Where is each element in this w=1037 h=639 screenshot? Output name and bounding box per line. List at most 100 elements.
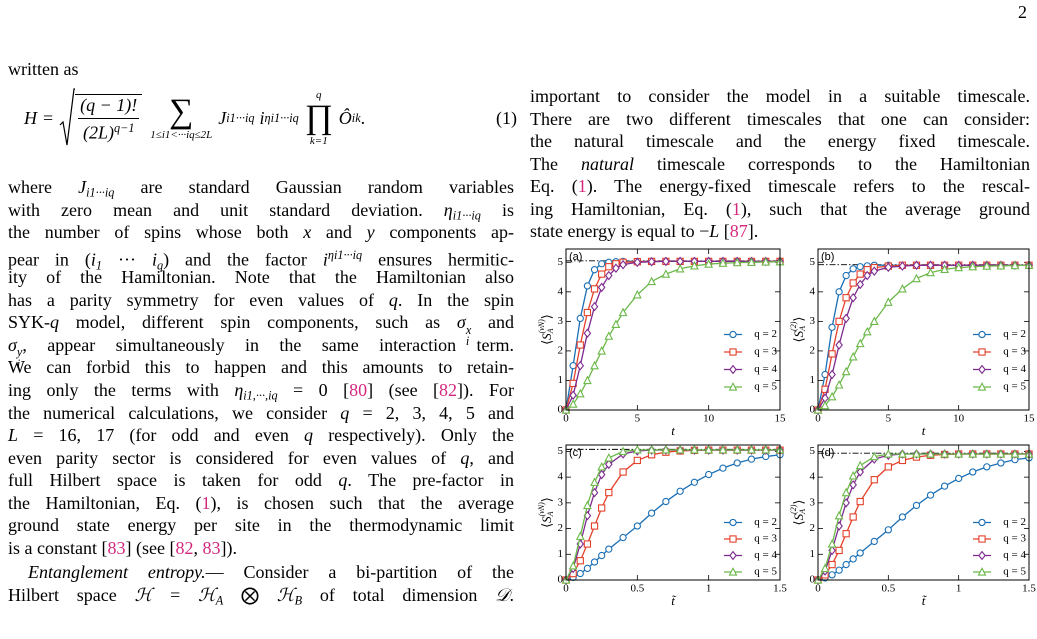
- subscript: A: [215, 593, 224, 608]
- text-run: is: [480, 199, 514, 220]
- y-label-base: S: [539, 333, 554, 340]
- y-label-close: ⟩: [539, 314, 554, 319]
- data-point: [849, 555, 857, 563]
- text-line: The natural timescale corresponds to the…: [530, 153, 1030, 175]
- data-point: [940, 264, 950, 274]
- math-text: i: [151, 249, 157, 270]
- data-point: [834, 510, 844, 520]
- sum-range: 1≤i1<···iq≤2L: [150, 129, 213, 141]
- text-run: ].: [747, 221, 759, 242]
- text-line: ing Hamiltonian, Eq. (1), such that the …: [530, 198, 1030, 220]
- x-tick-label: 1.5: [773, 583, 787, 595]
- legend-marker: [978, 550, 986, 561]
- text-run: with zero mean and unit standard deviati…: [8, 199, 444, 220]
- data-point: [590, 301, 599, 312]
- data-point: [856, 497, 864, 506]
- x-tick-label: 0.5: [630, 583, 644, 595]
- text-run: written as: [8, 59, 79, 79]
- text-run: and: [311, 222, 367, 243]
- text-line: ing only the terms with ηi1,···,iq = 0 […: [8, 379, 514, 403]
- text-run: ity of the Hamiltonian. Note that the Ha…: [8, 267, 514, 288]
- data-point: [996, 260, 1006, 270]
- data-point: [576, 360, 585, 371]
- math-text: J: [78, 177, 87, 197]
- y-tick-label: 5: [810, 445, 816, 457]
- data-point: [718, 444, 728, 454]
- y-label-open: ⟨: [539, 523, 554, 528]
- text-run: are standard Gaussian random variables: [114, 177, 514, 197]
- text-run: , and: [469, 447, 514, 468]
- y-label-close: ⟩: [791, 500, 806, 505]
- fraction: (q − 1)! (2L)q−1: [75, 95, 142, 144]
- x-tick-label: 15: [775, 413, 787, 425]
- data-point: [633, 456, 641, 465]
- eq-den-exp: q−1: [113, 121, 135, 136]
- data-point: [954, 262, 964, 272]
- text-run: = 2, 3, 4, 5 and: [349, 402, 515, 423]
- math-text: q: [50, 312, 60, 333]
- data-point: [647, 256, 656, 267]
- data-point: [848, 470, 858, 480]
- prod-lower: k=1: [309, 135, 328, 147]
- data-point: [576, 569, 584, 578]
- text-run: .: [509, 584, 515, 605]
- data-point: [747, 455, 756, 463]
- data-point: [869, 316, 879, 326]
- citation: 1: [731, 198, 741, 219]
- math-text: q: [304, 425, 314, 446]
- citation: 83: [107, 537, 126, 558]
- data-point: [568, 399, 578, 408]
- data-point: [583, 308, 592, 317]
- eq-factor-exp: ηi1···iq: [264, 110, 299, 125]
- data-point: [849, 513, 857, 521]
- legend-marker: [728, 567, 738, 576]
- math-text: q: [388, 289, 398, 310]
- math-text: x: [303, 222, 312, 243]
- data-point: [761, 257, 771, 266]
- text-line: even parity sector is considered for eve…: [8, 447, 514, 469]
- y-label-sub: A: [546, 328, 555, 334]
- prod-upper: q: [316, 89, 322, 101]
- data-point: [870, 476, 878, 484]
- text-run: ), is chosen such that the average: [210, 492, 514, 513]
- y-label-open: ⟨: [791, 337, 806, 342]
- x-tick-label: 0: [563, 413, 569, 425]
- text-run: = 16, 17 (for odd and even: [18, 425, 305, 446]
- data-point: [996, 449, 1006, 458]
- legend-marker: [729, 364, 737, 375]
- legend-label: q = 5: [754, 381, 777, 393]
- data-point: [1010, 449, 1020, 458]
- legend-label: q = 2: [1003, 328, 1026, 340]
- data-point: [898, 261, 907, 271]
- y-tick-label: 1: [558, 374, 564, 386]
- y-label-close: ⟩: [791, 317, 806, 322]
- y-axis-label: ⟨SA(2)⟩: [789, 500, 807, 526]
- text-run: and: [471, 312, 514, 333]
- legend-marker: [977, 567, 987, 576]
- data-point: [732, 444, 742, 454]
- text-run: state energy is equal to −: [530, 221, 710, 242]
- data-point: [926, 449, 935, 458]
- x-axis-label: t: [922, 423, 926, 438]
- data-point: [883, 449, 893, 458]
- data-point: [982, 449, 992, 458]
- data-point: [619, 533, 627, 542]
- data-point: [912, 501, 921, 510]
- data-point: [590, 360, 599, 370]
- y-label-close: ⟩: [539, 497, 554, 502]
- data-point: [597, 469, 606, 480]
- text-line: has a parity symmetry for even values of…: [8, 289, 514, 311]
- data-point: [690, 478, 699, 486]
- citation: 83: [202, 537, 221, 558]
- text-run: ing Hamiltonian, Eq. (: [530, 198, 732, 219]
- citation: 1: [577, 176, 587, 197]
- data-point: [647, 276, 657, 286]
- data-point: [604, 331, 614, 340]
- math-text: y: [366, 222, 375, 243]
- y-tick-label: 3: [810, 315, 816, 327]
- y-tick-label: 2: [558, 522, 564, 534]
- y-tick-label: 5: [810, 256, 816, 268]
